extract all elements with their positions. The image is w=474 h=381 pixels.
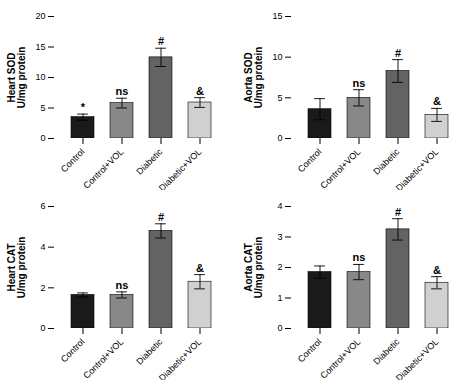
svg-text:Aorta CATU/mg protein: Aorta CATU/mg protein <box>243 237 264 299</box>
svg-text:15: 15 <box>272 11 282 21</box>
svg-text:Control+VOL: Control+VOL <box>81 147 125 190</box>
svg-text:10: 10 <box>272 52 282 62</box>
svg-text:15: 15 <box>35 42 45 52</box>
svg-text:ns: ns <box>353 251 366 263</box>
svg-text:Diabetic: Diabetic <box>371 146 401 176</box>
svg-text:Diabetic: Diabetic <box>134 146 164 176</box>
svg-text:&: & <box>196 85 204 97</box>
svg-text:&: & <box>433 95 441 107</box>
svg-text:ns: ns <box>353 77 366 89</box>
svg-text:Control: Control <box>59 147 87 175</box>
svg-text:Control+VOL: Control+VOL <box>318 147 362 190</box>
svg-text:Control: Control <box>296 337 324 365</box>
svg-text:Aorta SODU/mg protein: Aorta SODU/mg protein <box>243 47 264 109</box>
svg-text:#: # <box>395 206 401 218</box>
svg-text:Control+VOL: Control+VOL <box>81 337 125 380</box>
svg-text:5: 5 <box>40 103 45 113</box>
svg-text:ns: ns <box>116 279 129 291</box>
svg-text:20: 20 <box>35 11 45 21</box>
svg-text:2: 2 <box>40 283 45 293</box>
svg-text:*: * <box>81 101 86 113</box>
svg-text:&: & <box>196 262 204 274</box>
svg-text:Control: Control <box>59 337 87 365</box>
svg-text:#: # <box>158 211 164 223</box>
svg-text:5: 5 <box>277 93 282 103</box>
svg-text:Diabetic+VOL: Diabetic+VOL <box>394 147 441 190</box>
svg-text:ns: ns <box>116 85 129 97</box>
svg-text:Diabetic+VOL: Diabetic+VOL <box>394 337 441 380</box>
svg-text:Heart CATU/mg protein: Heart CATU/mg protein <box>6 237 27 299</box>
svg-text:Diabetic+VOL: Diabetic+VOL <box>157 337 204 380</box>
svg-text:0: 0 <box>40 133 45 143</box>
svg-text:0: 0 <box>277 323 282 333</box>
svg-text:0: 0 <box>40 323 45 333</box>
svg-text:&: & <box>433 264 441 276</box>
svg-text:4: 4 <box>277 201 282 211</box>
svg-text:4: 4 <box>40 242 45 252</box>
svg-text:#: # <box>395 47 401 59</box>
svg-text:6: 6 <box>40 201 45 211</box>
svg-text:Control+VOL: Control+VOL <box>318 337 362 380</box>
svg-text:3: 3 <box>277 232 282 242</box>
svg-text:Diabetic: Diabetic <box>134 336 164 366</box>
svg-text:10: 10 <box>35 72 45 82</box>
svg-text:Diabetic: Diabetic <box>371 336 401 366</box>
svg-text:Heart SODU/mg protein: Heart SODU/mg protein <box>6 47 27 109</box>
svg-text:Control: Control <box>296 147 324 175</box>
svg-text:#: # <box>158 35 164 47</box>
svg-text:Diabetic+VOL: Diabetic+VOL <box>157 147 204 190</box>
svg-text:2: 2 <box>277 262 282 272</box>
svg-text:0: 0 <box>277 133 282 143</box>
svg-text:1: 1 <box>277 293 282 303</box>
